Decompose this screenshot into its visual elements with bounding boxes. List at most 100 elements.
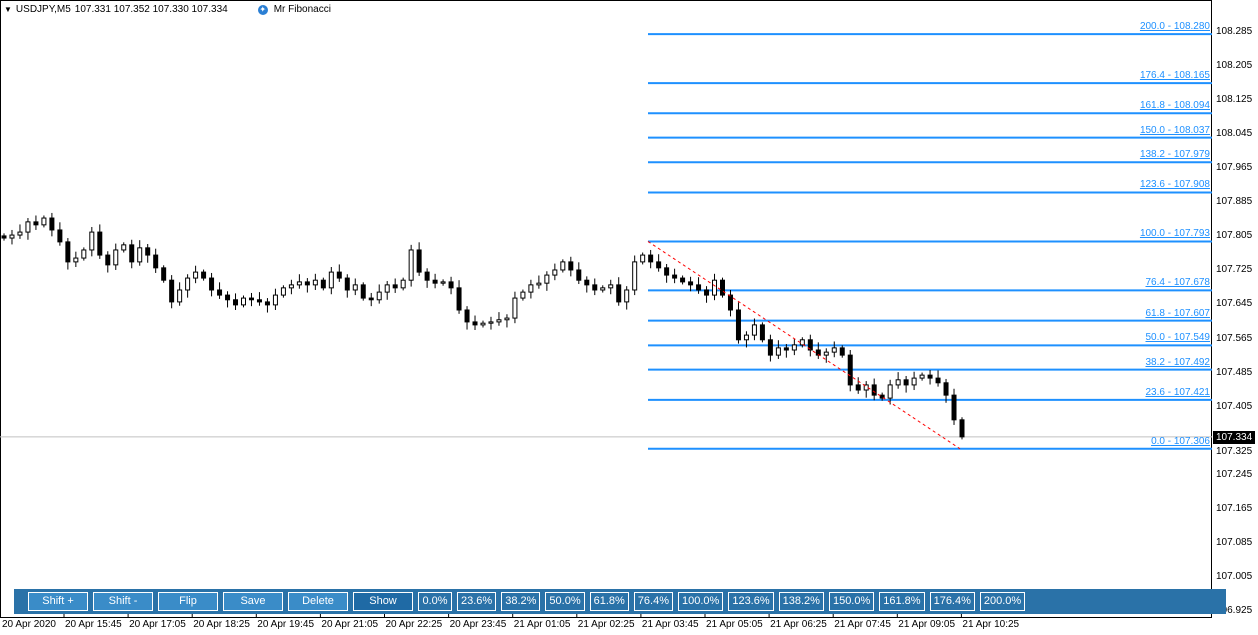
time-tick-label: 20 Apr 21:05 bbox=[321, 619, 379, 630]
candle-body bbox=[640, 254, 646, 263]
fib-level-toggle-123-6[interactable]: 123.6% bbox=[728, 592, 774, 611]
candle-body bbox=[496, 319, 502, 323]
candle-body bbox=[424, 271, 430, 281]
time-tick-label: 21 Apr 02:25 bbox=[577, 619, 635, 630]
price-tick-label: 107.965 bbox=[1216, 162, 1253, 174]
fib-level-label: 50.0 - 107.549 bbox=[1145, 332, 1211, 344]
fib-level-toggle-200-0[interactable]: 200.0% bbox=[979, 592, 1026, 611]
fib-level-label: 123.6 - 107.908 bbox=[1139, 179, 1210, 191]
candle-body bbox=[560, 261, 566, 271]
fib-level-toggle-76-4[interactable]: 76.4% bbox=[633, 592, 674, 611]
candle-body bbox=[17, 231, 23, 236]
candle-body bbox=[536, 282, 542, 286]
candle-body bbox=[472, 321, 478, 326]
show-button[interactable]: Show bbox=[353, 592, 413, 611]
price-chart[interactable] bbox=[0, 0, 1212, 618]
candle-body bbox=[272, 294, 278, 306]
fib-level-toggle-23-6[interactable]: 23.6% bbox=[457, 592, 497, 611]
candle-body bbox=[225, 294, 231, 301]
candle-body bbox=[712, 279, 718, 296]
price-tick-label: 107.485 bbox=[1216, 366, 1253, 378]
candle-body bbox=[480, 322, 486, 326]
candle-body bbox=[177, 289, 183, 303]
price-tick-label: 108.285 bbox=[1216, 26, 1253, 37]
shift-minus-button[interactable]: Shift - bbox=[93, 592, 153, 611]
fib-level-toggle-138-2[interactable]: 138.2% bbox=[778, 592, 824, 611]
candle-body bbox=[895, 379, 901, 386]
candle-body bbox=[927, 374, 933, 379]
candle-body bbox=[688, 281, 694, 286]
candle-body bbox=[616, 284, 622, 303]
candle-body bbox=[129, 244, 135, 263]
candle-body bbox=[847, 354, 853, 386]
candle-body bbox=[416, 249, 422, 273]
candle-body bbox=[209, 277, 215, 291]
shift-plus-button[interactable]: Shift + bbox=[28, 592, 88, 611]
fib-level-label: 176.4 - 108.165 bbox=[1139, 70, 1210, 82]
fib-level-label: 161.8 - 108.094 bbox=[1139, 100, 1210, 112]
candle-body bbox=[512, 297, 518, 319]
candle-body bbox=[672, 274, 678, 279]
delete-button[interactable]: Delete bbox=[288, 592, 348, 611]
candle-body bbox=[137, 247, 143, 263]
price-tick-label: 108.045 bbox=[1216, 128, 1253, 140]
price-tick-label: 107.805 bbox=[1216, 230, 1253, 242]
time-tick-label: 21 Apr 09:05 bbox=[898, 619, 956, 630]
candle-body bbox=[304, 281, 310, 286]
time-tick-label: 20 Apr 22:25 bbox=[385, 619, 443, 630]
candle-body bbox=[185, 277, 191, 291]
candle-body bbox=[400, 279, 406, 289]
price-tick-label: 107.325 bbox=[1216, 446, 1253, 457]
time-tick-label: 20 Apr 15:45 bbox=[65, 619, 122, 630]
star-icon: ✦ bbox=[257, 4, 268, 15]
candle-body bbox=[33, 221, 39, 226]
candle-body bbox=[328, 271, 334, 289]
fib-level-toggle-0-0[interactable]: 0.0% bbox=[418, 592, 452, 611]
fib-level-toggle-50-0[interactable]: 50.0% bbox=[545, 592, 585, 611]
fib-level-toggle-150-0[interactable]: 150.0% bbox=[828, 592, 875, 611]
fib-level-toggle-161-8[interactable]: 161.8% bbox=[879, 592, 925, 611]
fib-level-toggle-176-4[interactable]: 176.4% bbox=[929, 592, 975, 611]
candle-body bbox=[775, 347, 781, 356]
candle-body bbox=[624, 289, 630, 303]
candle-body bbox=[89, 231, 95, 251]
candle-body bbox=[440, 281, 446, 284]
candle-body bbox=[831, 347, 837, 353]
candle-body bbox=[121, 244, 127, 251]
candle-body bbox=[584, 279, 590, 286]
time-tick-label: 21 Apr 10:25 bbox=[962, 619, 1020, 630]
candle-body bbox=[169, 279, 175, 303]
candle-body bbox=[807, 339, 813, 351]
candle-body bbox=[312, 279, 318, 286]
candle-body bbox=[217, 289, 223, 296]
candle-body bbox=[520, 291, 526, 299]
fib-level-toggle-38-2[interactable]: 38.2% bbox=[501, 592, 541, 611]
price-tick-label: 107.645 bbox=[1216, 298, 1253, 310]
candle-body bbox=[9, 234, 15, 239]
candle-body bbox=[248, 297, 254, 301]
candle-body bbox=[592, 284, 598, 291]
candle-body bbox=[25, 221, 31, 233]
dropdown-triangle-icon[interactable]: ▼ bbox=[4, 5, 12, 14]
candle-body bbox=[256, 299, 262, 303]
flip-button[interactable]: Flip bbox=[158, 592, 218, 611]
price-tick-label: 107.405 bbox=[1216, 400, 1253, 412]
candle-body bbox=[193, 271, 199, 279]
time-tick-label: 20 Apr 17:05 bbox=[129, 619, 186, 630]
candle-body bbox=[656, 261, 662, 269]
price-tick-label: 107.565 bbox=[1216, 332, 1253, 344]
candle-body bbox=[81, 249, 87, 259]
candle-body bbox=[288, 284, 294, 289]
time-tick-label: 21 Apr 07:45 bbox=[834, 619, 891, 630]
candle-body bbox=[783, 347, 789, 351]
candle-body bbox=[743, 334, 749, 341]
fib-level-label: 0.0 - 107.306 bbox=[1151, 435, 1210, 447]
price-tick-label: 107.005 bbox=[1216, 570, 1253, 582]
save-button[interactable]: Save bbox=[223, 592, 283, 611]
fib-level-toggle-61-8[interactable]: 61.8% bbox=[589, 592, 629, 611]
candle-body bbox=[735, 309, 741, 341]
candle-body bbox=[456, 287, 462, 311]
candle-body bbox=[392, 284, 398, 289]
fib-level-toggle-100-0[interactable]: 100.0% bbox=[678, 592, 724, 611]
candle-body bbox=[336, 271, 342, 279]
